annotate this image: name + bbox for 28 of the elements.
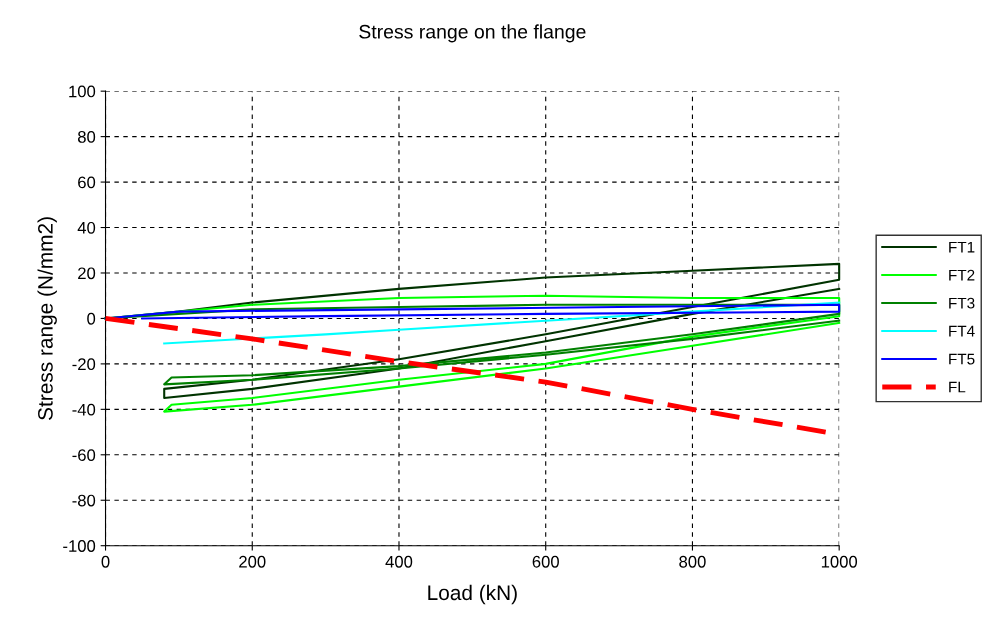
x-tick-label: 400 [385, 555, 413, 568]
legend-label: FT4 [949, 325, 975, 337]
y-tick-label: -60 [72, 449, 96, 461]
legend-label: FT2 [949, 269, 975, 281]
y-tick-label: -20 [72, 358, 96, 371]
y-tick-label: -40 [72, 403, 96, 416]
chart-title: Stress range on the flange [359, 24, 586, 43]
y-tick-label: 40 [77, 221, 96, 234]
line-series [104, 303, 841, 320]
y-tick-label: -80 [72, 494, 96, 507]
x-tick-label: 0 [101, 555, 110, 568]
legend-label: FL [949, 381, 966, 393]
y-tick-label: 60 [78, 176, 96, 189]
x-tick-label: 200 [239, 555, 266, 568]
y-tick-label: 0 [87, 312, 96, 325]
y-tick-label: -100 [63, 540, 96, 552]
y-tick-label: 100 [69, 85, 96, 98]
y-tick-label: 20 [78, 267, 96, 280]
y-axis-title: Stress range (N/mm2) [37, 217, 57, 420]
legend-label: FT1 [949, 241, 975, 253]
x-tick-label: 600 [532, 555, 559, 568]
legend-label: FT5 [949, 353, 975, 365]
x-tick-label: 800 [679, 555, 706, 568]
x-tick-label: 1000 [821, 555, 858, 568]
legend-label: FT3 [949, 297, 975, 309]
x-axis-title: Load (kN) [428, 584, 517, 605]
y-tick-label: 80 [77, 131, 96, 143]
line-series [163, 301, 841, 345]
